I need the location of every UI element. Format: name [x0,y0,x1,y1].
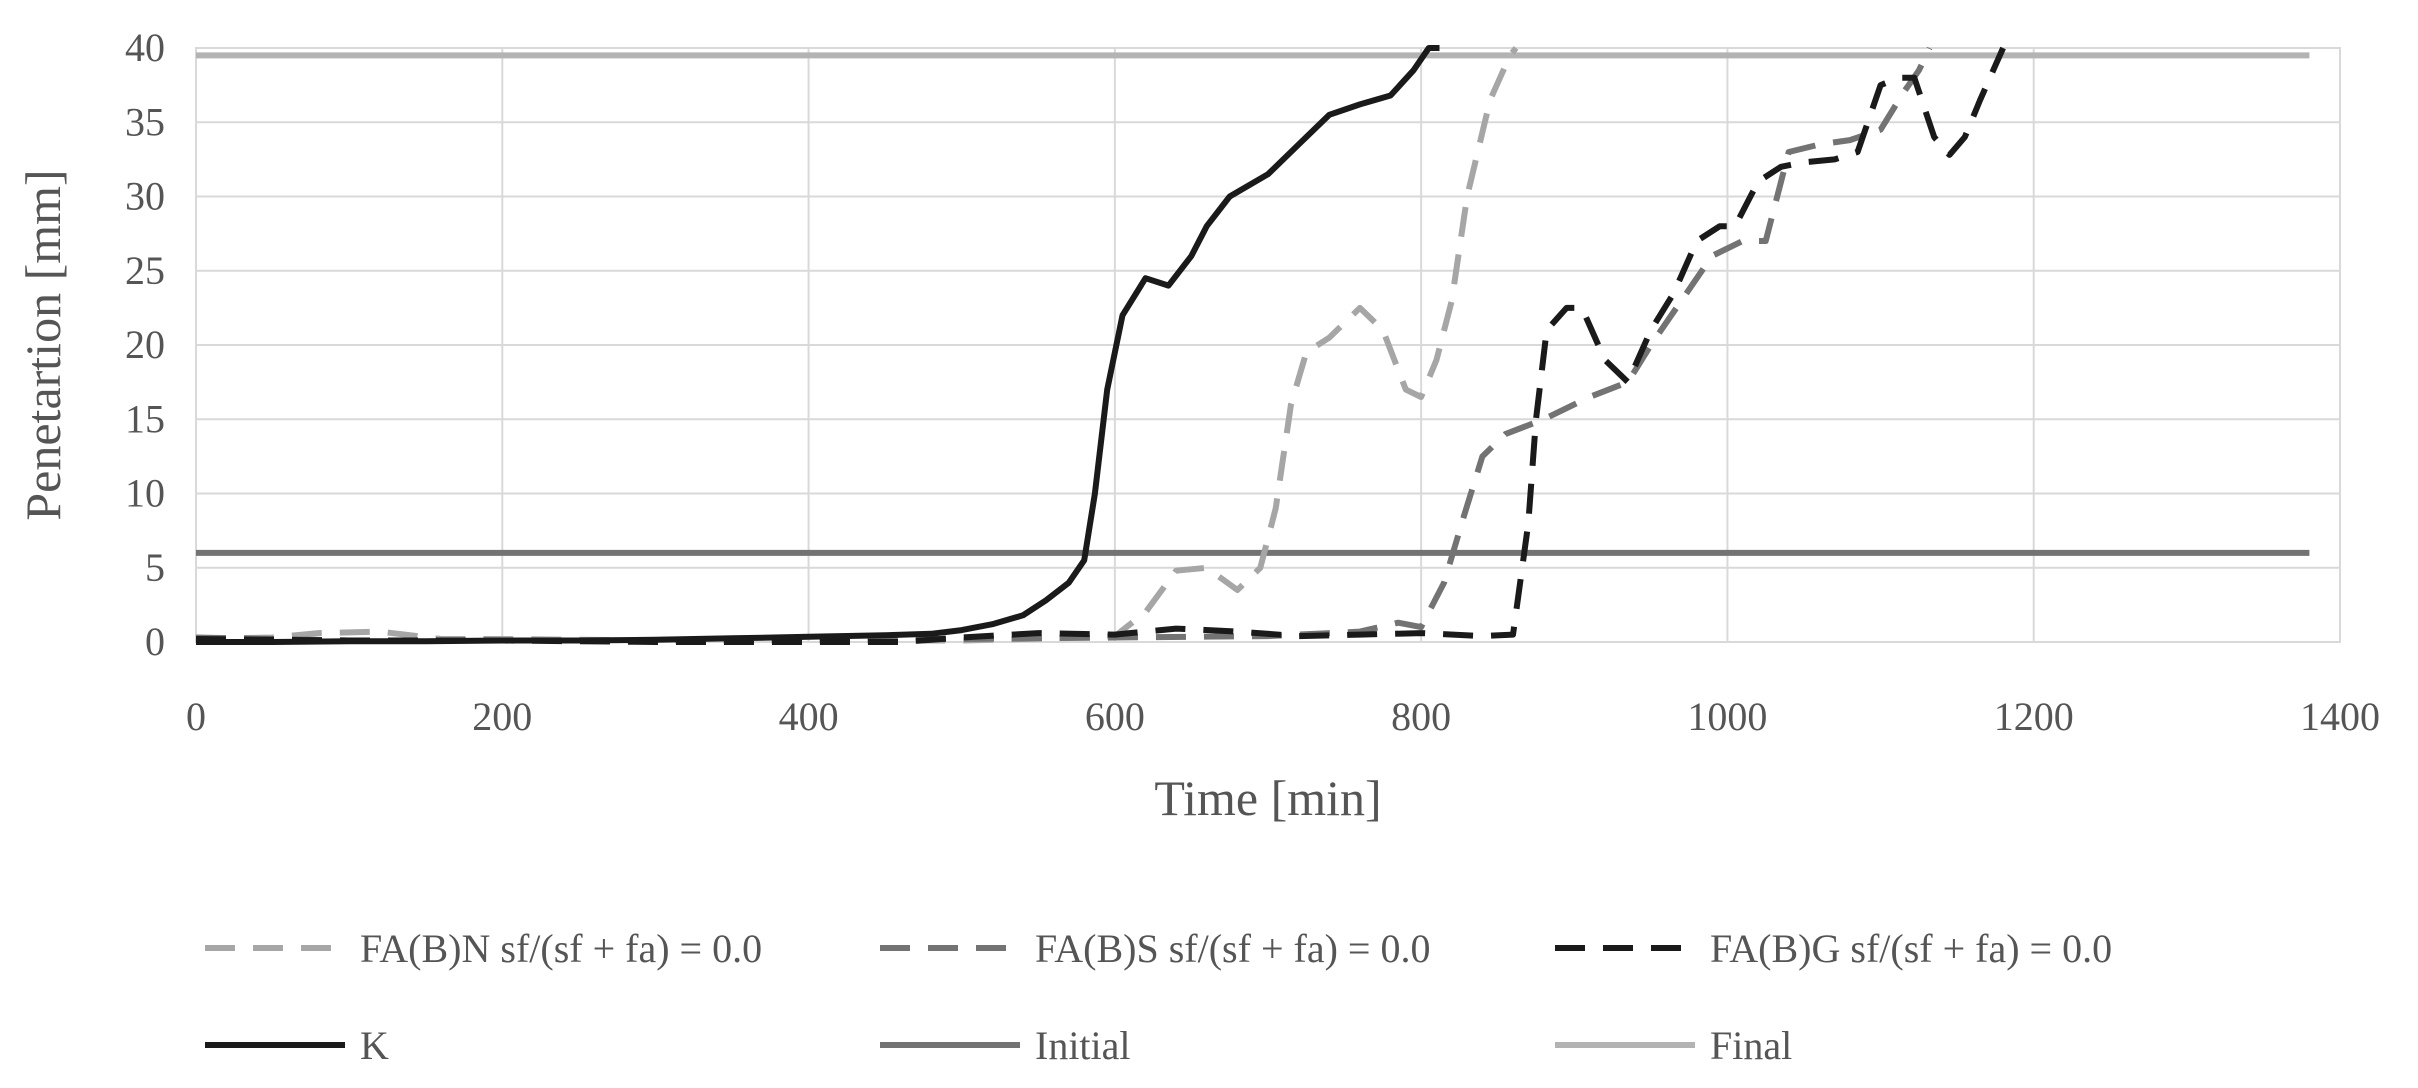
reference-lines [196,52,2310,556]
x-axis-title: Time [min] [1154,770,1381,826]
series-lines [195,45,2006,645]
y-tick-label: 10 [125,471,165,516]
x-tick-label: 600 [1085,694,1145,739]
x-tick-label: 1200 [1994,694,2074,739]
y-tick-label: 15 [125,396,165,441]
x-tick-label: 800 [1391,694,1451,739]
x-tick-label: 200 [472,694,532,739]
x-tick-label: 1400 [2300,694,2380,739]
series-line-fa-b-g-sf-sf-fa-0-0 [195,46,2006,645]
x-tick-label: 0 [186,694,206,739]
y-tick-label: 25 [125,248,165,293]
legend-label-final: Final [1710,1023,1792,1068]
y-tick-label: 40 [125,25,165,70]
y-axis-title: Penetartion [mm] [15,169,71,520]
y-tick-label: 20 [125,322,165,367]
y-tick-label: 5 [145,545,165,590]
legend-label-fa-b-g-sf-sf-fa-0-0: FA(B)G sf/(sf + fa) = 0.0 [1710,926,2112,971]
x-tick-label: 400 [779,694,839,739]
legend-label-initial: Initial [1035,1023,1131,1068]
y-tick-label: 30 [125,174,165,219]
grid [195,47,2341,643]
tick-labels: 0 200 400 600 800 1000 1200 1400 0 5 10 15 20 25 30 35 4… [125,25,2380,739]
x-tick-label: 1000 [1687,694,1767,739]
legend-label-fa-b-n-sf-sf-fa-0-0: FA(B)N sf/(sf + fa) = 0.0 [360,926,762,971]
legend: FA(B)N sf/(sf + fa) = 0.0 FA(B)S sf/(sf +… [205,926,2112,1068]
legend-label-k: K [360,1023,389,1068]
series-line-k [196,45,1440,645]
y-tick-label: 0 [145,619,165,664]
y-tick-label: 35 [125,99,165,144]
legend-label-fa-b-s-sf-sf-fa-0-0: FA(B)S sf/(sf + fa) = 0.0 [1035,926,1430,971]
